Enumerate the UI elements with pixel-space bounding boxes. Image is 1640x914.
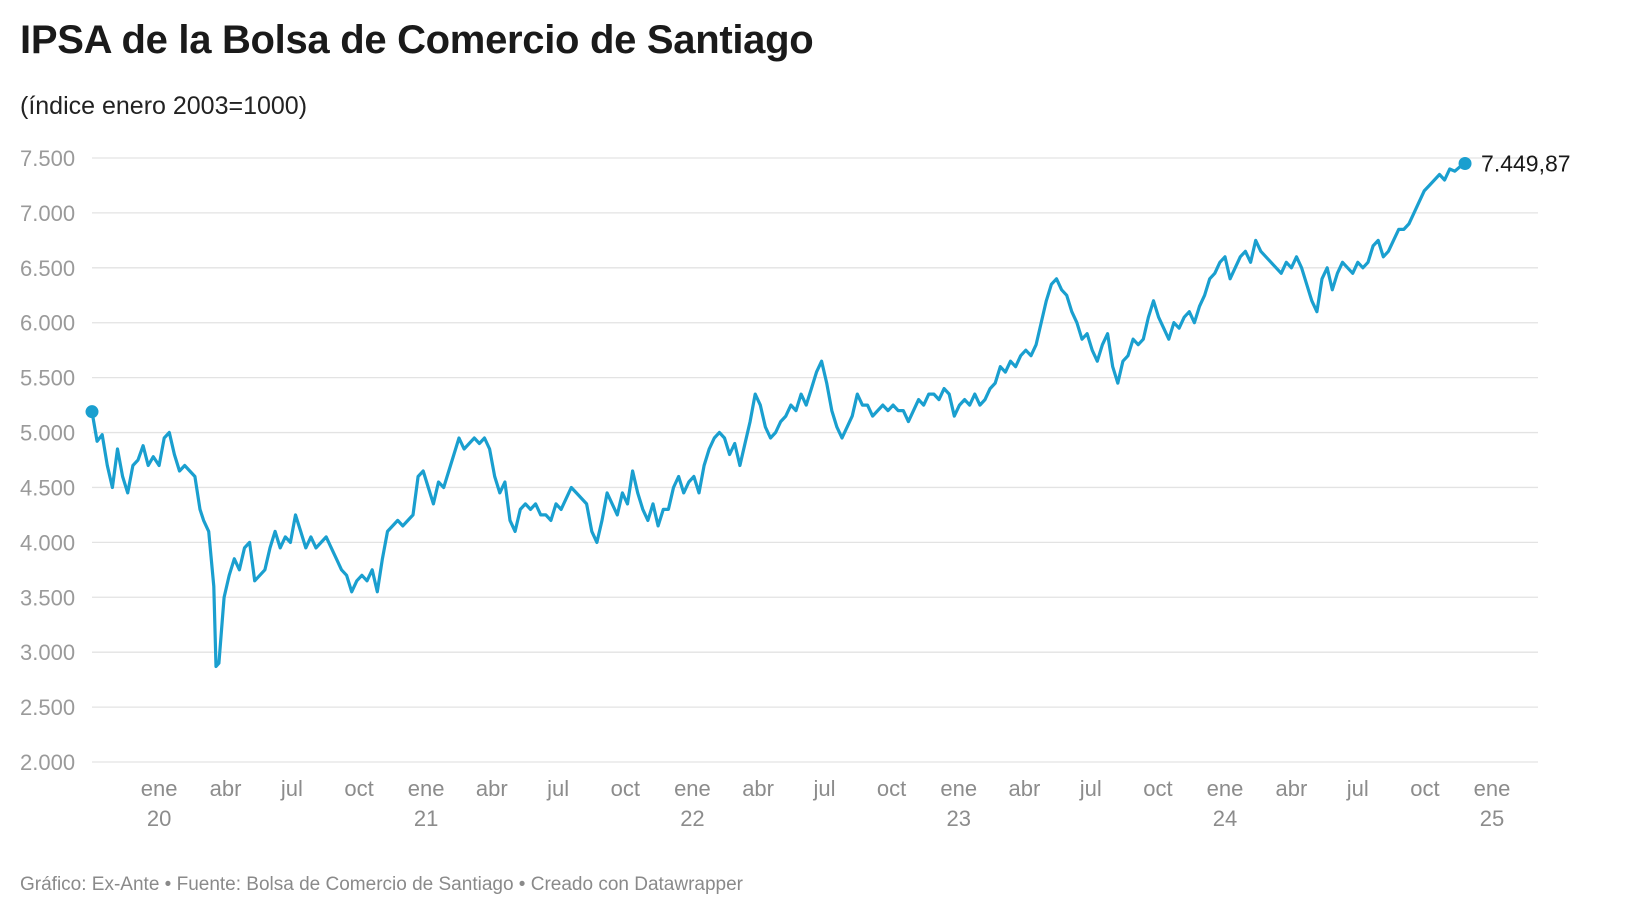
x-tick-year-label: 21 <box>414 806 438 831</box>
y-tick-label: 2.500 <box>20 695 75 720</box>
x-tick-label: abr <box>476 776 508 801</box>
x-tick-label: abr <box>1276 776 1308 801</box>
x-tick-label: oct <box>1410 776 1439 801</box>
x-tick-label: oct <box>1143 776 1172 801</box>
x-tick-label: ene <box>141 776 178 801</box>
end-value-label: 7.449,87 <box>1481 151 1571 177</box>
start-point-marker <box>85 405 99 419</box>
y-tick-label: 6.500 <box>20 256 75 281</box>
x-tick-label: jul <box>812 776 835 801</box>
x-tick-year-label: 20 <box>147 806 171 831</box>
y-axis-ticks: 2.000 2.500 3.000 3.500 4.000 4.500 5.000 5.500… <box>20 146 75 775</box>
x-tick-label: jul <box>546 776 569 801</box>
x-tick-label: abr <box>1008 776 1040 801</box>
y-tick-label: 3.500 <box>20 585 75 610</box>
x-tick-year-label: 25 <box>1480 806 1504 831</box>
y-tick-label: 6.000 <box>20 311 75 336</box>
x-tick-label: ene <box>408 776 445 801</box>
x-tick-year-label: 22 <box>680 806 704 831</box>
y-tick-label: 7.000 <box>20 201 75 226</box>
series-line <box>90 161 1467 669</box>
y-tick-label: 7.500 <box>20 146 75 171</box>
series-layer: 7.449,87 <box>85 151 1571 669</box>
x-tick-label: ene <box>1207 776 1244 801</box>
x-tick-label: ene <box>940 776 977 801</box>
x-tick-label: jul <box>1079 776 1102 801</box>
x-tick-label: jul <box>1346 776 1369 801</box>
x-tick-label: oct <box>877 776 906 801</box>
gridlines <box>92 157 1538 763</box>
x-tick-label: oct <box>611 776 640 801</box>
x-tick-label: jul <box>280 776 303 801</box>
x-axis-ticks: ene 20 abr jul oct ene 21 abr jul oct ene 22 abr jul o… <box>141 776 1511 831</box>
chart-footer: Gráfico: Ex-Ante • Fuente: Bolsa de Come… <box>20 874 744 895</box>
y-tick-label: 4.500 <box>20 475 75 500</box>
y-tick-label: 4.000 <box>20 530 75 555</box>
x-tick-label: ene <box>1474 776 1511 801</box>
x-tick-label: ene <box>674 776 711 801</box>
x-tick-label: abr <box>210 776 242 801</box>
end-point-marker <box>1458 157 1472 171</box>
chart-title: IPSA de la Bolsa de Comercio de Santiago <box>20 18 814 62</box>
y-tick-label: 5.000 <box>20 421 75 446</box>
x-tick-label: oct <box>344 776 373 801</box>
y-tick-label: 2.000 <box>20 750 75 775</box>
chart-subtitle: (índice enero 2003=1000) <box>20 92 308 120</box>
y-tick-label: 5.500 <box>20 366 75 391</box>
x-tick-year-label: 23 <box>946 806 970 831</box>
y-tick-label: 3.000 <box>20 640 75 665</box>
x-tick-label: abr <box>742 776 774 801</box>
x-tick-year-label: 24 <box>1213 806 1237 831</box>
